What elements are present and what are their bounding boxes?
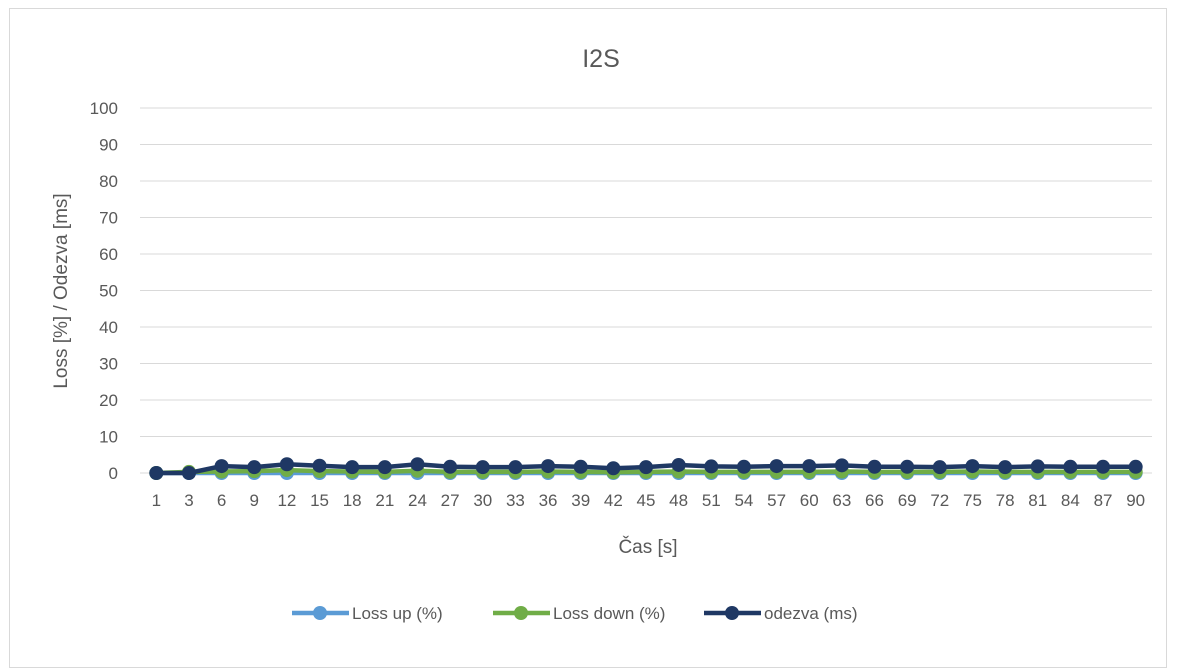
legend-marker — [514, 606, 528, 620]
data-point — [181, 466, 196, 480]
data-point — [802, 459, 817, 474]
x-tick-label: 54 — [734, 491, 753, 510]
y-axis-title: Loss [%] / Odezva [ms] — [51, 193, 72, 388]
data-point — [900, 459, 915, 474]
x-tick-label: 81 — [1028, 491, 1047, 510]
legend-label: Loss down (%) — [553, 604, 665, 623]
x-tick-label: 72 — [930, 491, 949, 510]
y-tick-label: 10 — [99, 428, 118, 447]
y-tick-label: 70 — [99, 209, 118, 228]
data-point — [541, 459, 556, 474]
data-point — [867, 459, 882, 474]
x-tick-label: 48 — [669, 491, 688, 510]
data-point — [1063, 459, 1078, 474]
x-tick-label: 66 — [865, 491, 884, 510]
x-tick-label: 60 — [800, 491, 819, 510]
y-tick-label: 80 — [99, 172, 118, 191]
data-point — [769, 459, 784, 474]
x-tick-label: 90 — [1126, 491, 1145, 510]
chart-title: I2S — [582, 45, 620, 73]
x-tick-label: 21 — [375, 491, 394, 510]
data-point — [965, 459, 980, 474]
x-tick-label: 24 — [408, 491, 427, 510]
x-tick-label: 57 — [767, 491, 786, 510]
x-tick-label: 36 — [539, 491, 558, 510]
legend-marker — [725, 606, 739, 620]
chart-frame — [9, 8, 1167, 668]
legend: Loss up (%) Loss down (%) odezva (ms) — [292, 604, 858, 623]
legend-marker — [313, 606, 327, 620]
x-tick-label: 39 — [571, 491, 590, 510]
data-point — [1030, 459, 1045, 474]
y-axis-ticks: 0 10 20 30 40 50 60 70 80 90 100 — [90, 99, 118, 483]
data-point — [214, 459, 229, 474]
x-tick-label: 51 — [702, 491, 721, 510]
data-point — [312, 458, 327, 473]
series-2 — [149, 457, 1143, 480]
data-point — [475, 460, 490, 475]
x-axis-ticks: 1 3 6 9 12 15 18 21 24 27 30 33 36 39 42 45 48 51 54 57 60 63… — [152, 491, 1146, 510]
legend-item: Loss down (%) — [493, 604, 665, 623]
x-tick-label: 1 — [152, 491, 161, 510]
y-tick-label: 50 — [99, 282, 118, 301]
data-point — [410, 457, 425, 472]
x-tick-label: 42 — [604, 491, 623, 510]
x-tick-label: 69 — [898, 491, 917, 510]
data-point — [377, 460, 392, 475]
x-tick-label: 9 — [250, 491, 259, 510]
data-point — [998, 460, 1013, 475]
data-point — [443, 459, 458, 474]
data-point — [639, 460, 653, 475]
x-tick-label: 15 — [310, 491, 329, 510]
data-point — [834, 458, 849, 473]
legend-item: odezva (ms) — [704, 604, 858, 623]
y-tick-label: 30 — [99, 355, 118, 374]
data-point — [671, 457, 686, 472]
y-tick-label: 60 — [99, 245, 118, 264]
series-group — [149, 457, 1143, 480]
x-axis-title: Čas [s] — [618, 536, 677, 558]
x-tick-label: 6 — [217, 491, 226, 510]
x-tick-label: 27 — [441, 491, 460, 510]
data-point — [573, 459, 588, 474]
x-tick-label: 63 — [832, 491, 851, 510]
legend-item: Loss up (%) — [292, 604, 443, 623]
data-point — [606, 461, 621, 476]
x-tick-label: 87 — [1094, 491, 1113, 510]
data-point — [932, 460, 947, 475]
data-point — [704, 459, 719, 474]
data-point — [345, 460, 360, 475]
data-point — [1128, 459, 1143, 474]
data-point — [279, 457, 294, 472]
data-point — [149, 466, 164, 480]
data-point — [736, 459, 751, 474]
x-tick-label: 75 — [963, 491, 982, 510]
y-tick-label: 40 — [99, 318, 118, 337]
x-tick-label: 12 — [277, 491, 296, 510]
x-tick-label: 18 — [343, 491, 362, 510]
legend-label: odezva (ms) — [764, 604, 858, 623]
x-tick-label: 78 — [996, 491, 1015, 510]
y-tick-label: 0 — [109, 464, 118, 483]
y-tick-label: 20 — [99, 391, 118, 410]
x-tick-label: 3 — [184, 491, 193, 510]
x-tick-label: 84 — [1061, 491, 1080, 510]
gridlines — [140, 107, 1152, 474]
data-point — [1096, 459, 1111, 474]
y-tick-label: 90 — [99, 136, 118, 155]
legend-label: Loss up (%) — [352, 604, 443, 623]
x-tick-label: 30 — [473, 491, 492, 510]
x-tick-label: 33 — [506, 491, 525, 510]
y-tick-label: 100 — [90, 99, 118, 118]
x-tick-label: 45 — [637, 491, 656, 510]
data-point — [247, 460, 262, 475]
data-point — [508, 460, 523, 475]
